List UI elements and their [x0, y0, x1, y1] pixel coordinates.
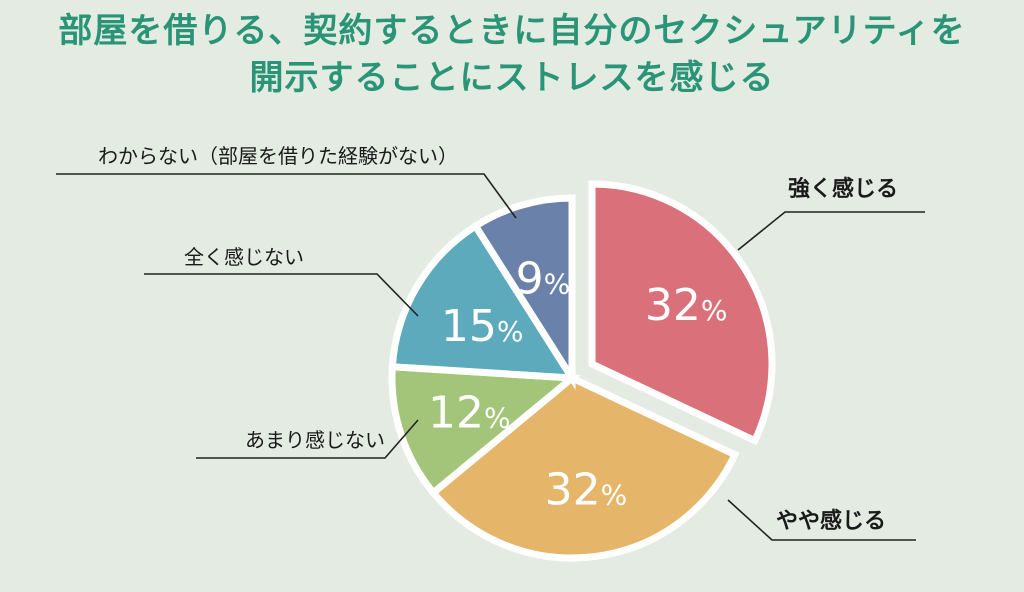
pie-slice: [428, 373, 740, 562]
slice-value-label: 9%: [516, 254, 571, 305]
category-label: 全く感じない: [184, 245, 304, 269]
leader-line: [737, 211, 925, 251]
category-label: あまり感じない: [245, 428, 385, 452]
category-label: やや感じる: [776, 508, 886, 534]
category-label: 強く感じる: [788, 176, 898, 202]
leader-line: [144, 273, 419, 317]
pie-slice: [588, 180, 776, 446]
chart-title-line-1: 部屋を借りる、契約するときに自分のセクシュアリティを: [58, 11, 966, 51]
pie-slice: [388, 362, 582, 498]
chart-title-line-2: 開示することにストレスを感じる: [249, 58, 775, 98]
leader-lines: [56, 173, 925, 541]
pie-slices: [388, 180, 776, 562]
pie-slice: [470, 194, 576, 391]
leader-line: [56, 173, 517, 219]
pie-slice: [388, 221, 579, 382]
leader-line: [727, 499, 916, 541]
chart-title: 部屋を借りる、契約するときに自分のセクシュアリティを 開示することにストレスを感…: [0, 8, 1024, 102]
category-label: わからない（部屋を借りた経験がない）: [98, 144, 458, 168]
leader-line: [196, 419, 419, 459]
